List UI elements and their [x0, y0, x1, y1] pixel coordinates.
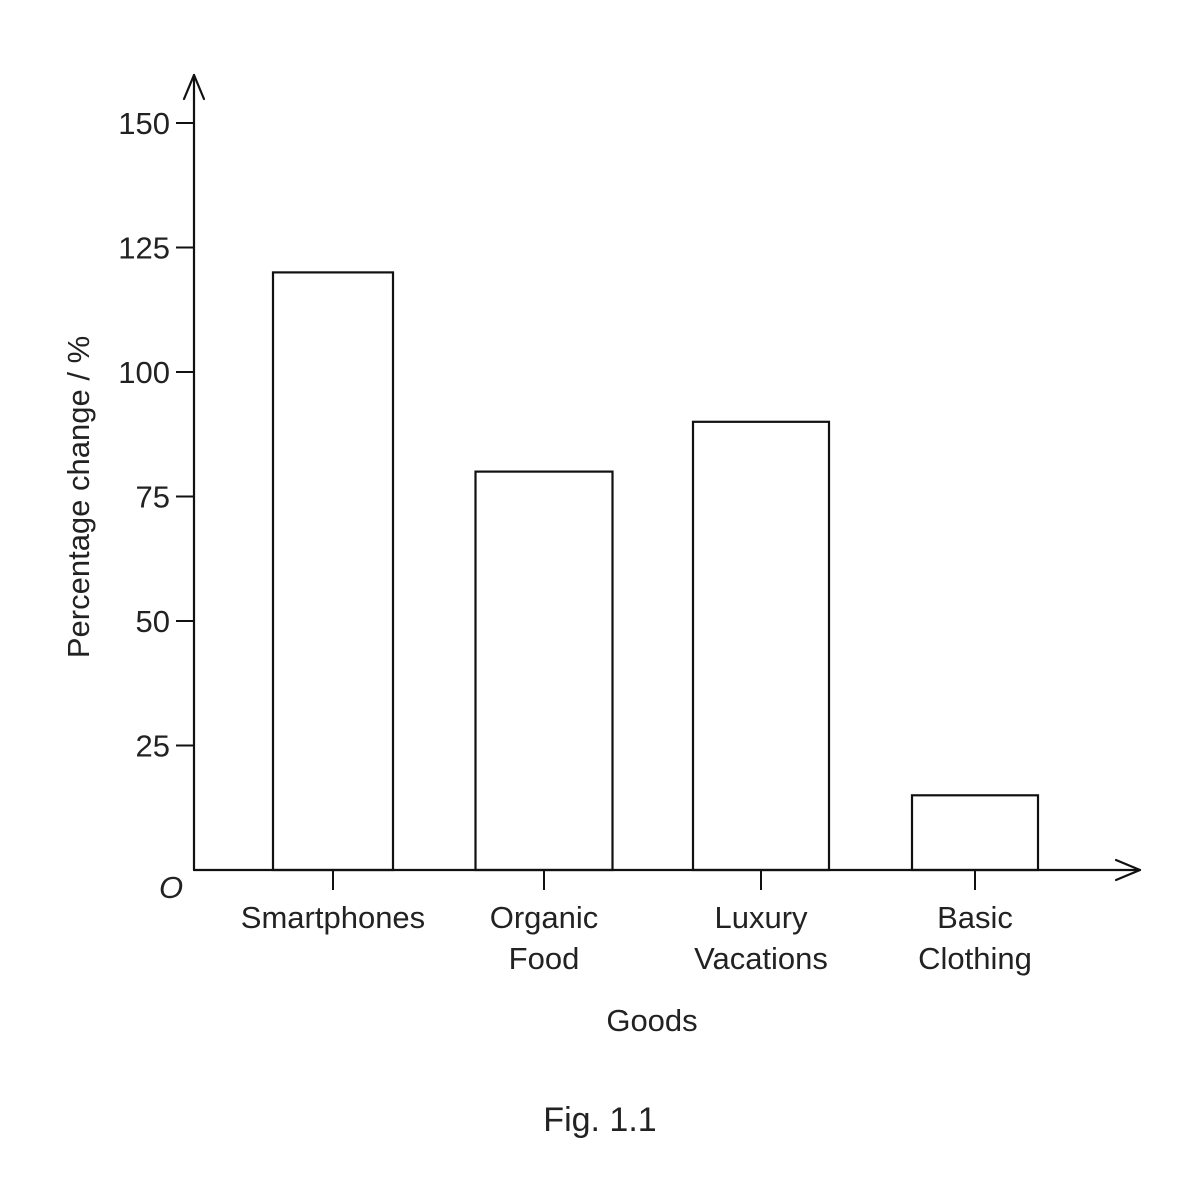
- bars-layer: [271, 271, 1040, 872]
- axes-layer: [182, 73, 1142, 882]
- y-tick-label-0: 25: [136, 729, 170, 764]
- bar-1: [474, 470, 614, 872]
- y-ticks: 25 50 75 100 125 150: [118, 106, 194, 764]
- bar-3: [910, 794, 1040, 872]
- y-tick-label-2: 75: [136, 480, 170, 515]
- y-axis-arrow-icon: [182, 73, 206, 101]
- x-category-label-1: Organic Food: [490, 900, 599, 976]
- x-axis-arrow-icon: [1114, 858, 1142, 882]
- x-category-label-2: Luxury Vacations: [694, 900, 828, 976]
- y-axis-title: Percentage change / %: [61, 336, 96, 658]
- x-category-label-3: Basic Clothing: [918, 900, 1032, 976]
- origin-label: O: [159, 870, 183, 905]
- x-category-label-0: Smartphones: [241, 900, 425, 935]
- y-tick-label-3: 100: [118, 355, 170, 390]
- figure-caption: Fig. 1.1: [543, 1101, 656, 1139]
- x-axis-title: Goods: [606, 1003, 697, 1038]
- y-tick-label-4: 125: [118, 231, 170, 266]
- y-tick-label-1: 50: [136, 604, 170, 639]
- bar-0: [271, 271, 395, 872]
- y-tick-label-5: 150: [118, 106, 170, 141]
- bar-2: [691, 420, 831, 872]
- x-ticks: Smartphones Organic Food Luxury Vacations Bas…: [241, 870, 1032, 976]
